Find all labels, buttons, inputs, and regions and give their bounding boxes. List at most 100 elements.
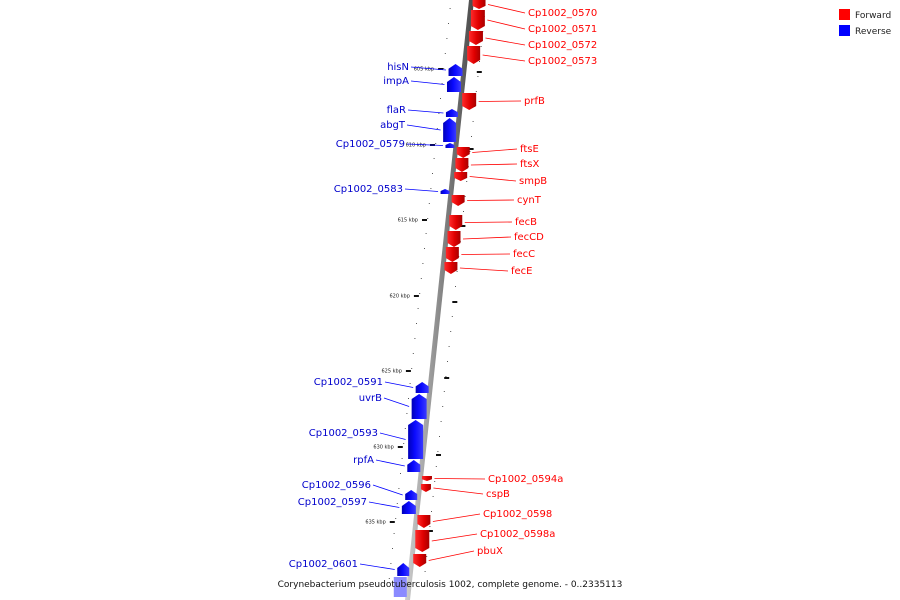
scale-dot (472, 121, 474, 122)
forward-gene-label[interactable]: prfB (524, 96, 545, 107)
scale-dot (437, 451, 439, 452)
forward-gene-label[interactable]: smpB (519, 176, 547, 187)
reverse-gene-connector (359, 563, 395, 570)
forward-gene-ftsE[interactable] (456, 147, 470, 158)
forward-gene-label[interactable]: Cp1002_0594a (488, 474, 563, 485)
forward-gene-label[interactable]: Cp1002_0571 (528, 24, 597, 35)
reverse-gene-connector (410, 80, 445, 85)
forward-gene-connector (487, 19, 526, 30)
forward-gene-fecCD[interactable] (447, 231, 461, 247)
reverse-gene-rpfA[interactable] (407, 460, 421, 472)
forward-gene-label[interactable]: cspB (486, 489, 510, 500)
tick-mark (436, 454, 441, 456)
scale-dot (466, 181, 468, 182)
forward-gene-label[interactable]: Cp1002_0598a (480, 529, 555, 540)
reverse-gene-flaR[interactable] (445, 109, 458, 117)
forward-gene-connector (467, 199, 515, 201)
forward-gene-Cp1002_0571[interactable] (470, 10, 485, 30)
reverse-gene-connector (406, 143, 443, 146)
forward-gene-label[interactable]: cynT (517, 195, 542, 206)
tick-label: 610 kbp (406, 143, 426, 149)
forward-gene-smpB[interactable] (454, 172, 468, 181)
reverse-gene-Cp1002_0583[interactable] (440, 189, 450, 194)
reverse-gene-label[interactable]: rpfA (353, 455, 374, 466)
forward-gene-label[interactable]: Cp1002_0573 (528, 56, 597, 67)
reverse-gene-label[interactable]: Cp1002_0593 (309, 428, 378, 439)
scale-dot (444, 53, 446, 54)
forward-gene-Cp1002_0570[interactable] (472, 0, 486, 9)
forward-gene-label[interactable]: fecB (515, 217, 537, 228)
reverse-gene-Cp1002_0579[interactable] (445, 143, 455, 148)
forward-gene-label[interactable]: ftsE (520, 144, 539, 155)
reverse-gene-hisN[interactable] (448, 64, 463, 76)
gene-features (393, 0, 486, 597)
forward-gene-connector (459, 267, 509, 272)
scale-dot (420, 278, 422, 279)
genome-title: Corynebacterium pseudotuberculosis 1002,… (278, 580, 623, 590)
forward-gene-Cp1002_0598a[interactable] (415, 530, 430, 552)
forward-gene-label[interactable]: Cp1002_0572 (528, 40, 597, 51)
reverse-gene-Cp1002_0597[interactable] (401, 501, 416, 514)
scale-dot (395, 518, 397, 519)
forward-gene-cynT[interactable] (451, 195, 465, 206)
reverse-gene-label[interactable]: flaR (387, 105, 406, 116)
forward-gene-Cp1002_0594a[interactable] (421, 476, 432, 481)
reverse-gene-abgT[interactable] (443, 118, 457, 142)
scale-dot (471, 136, 472, 137)
forward-gene-fecC[interactable] (445, 247, 459, 262)
tick-mark (460, 225, 466, 227)
forward-gene-cspB[interactable] (420, 484, 431, 492)
reverse-gene-Cp1002_0591[interactable] (415, 382, 429, 393)
reverse-gene-uvrB[interactable] (411, 394, 427, 419)
scale-dot (435, 466, 437, 467)
tick-mark (427, 530, 433, 532)
forward-gene-Cp1002_0598[interactable] (417, 515, 431, 528)
reverse-gene-Cp1002_0601[interactable] (397, 563, 410, 576)
scale-dot (469, 151, 471, 152)
forward-gene-label[interactable]: Cp1002_0570 (528, 8, 597, 19)
tick-label: 625 kbp (382, 369, 402, 375)
scale-dot (412, 353, 414, 354)
reverse-gene-label[interactable]: uvrB (359, 393, 382, 404)
reverse-gene-impA[interactable] (446, 77, 461, 92)
forward-gene-Cp1002_0573[interactable] (467, 46, 481, 64)
scale-dot (400, 473, 401, 474)
reverse-gene-label[interactable]: impA (383, 76, 409, 87)
reverse-gene-label[interactable]: Cp1002_0579 (336, 139, 405, 150)
forward-gene-ftsX[interactable] (455, 158, 469, 172)
tick-label: 630 kbp (373, 445, 393, 451)
forward-gene-fecB[interactable] (449, 215, 463, 230)
forward-gene-label[interactable]: pbuX (477, 546, 503, 557)
reverse-gene-label[interactable]: Cp1002_0591 (314, 377, 383, 388)
reverse-gene-connector (384, 381, 414, 388)
forward-gene-label[interactable]: fecCD (514, 232, 544, 243)
forward-gene-connector (464, 221, 513, 223)
forward-gene-fecE[interactable] (444, 262, 458, 274)
forward-gene-label[interactable]: ftsX (520, 159, 539, 170)
forward-gene-prfB[interactable] (462, 93, 477, 110)
forward-gene-label[interactable]: Cp1002_0598 (483, 509, 552, 520)
forward-gene-Cp1002_0572[interactable] (468, 31, 483, 45)
reverse-gene-label[interactable]: Cp1002_0597 (298, 497, 367, 508)
reverse-gene-Cp1002_0593[interactable] (408, 420, 424, 459)
forward-gene-pbuX[interactable] (413, 554, 427, 567)
tick-mark (444, 377, 450, 379)
reverse-gene-label[interactable]: abgT (380, 120, 406, 131)
forward-gene-label[interactable]: fecC (513, 249, 535, 260)
reverse-gene-Cp1002_0596[interactable] (405, 490, 418, 500)
forward-gene-connector (432, 513, 481, 522)
reverse-gene-connector (368, 501, 400, 508)
scale-dot (440, 98, 441, 99)
reverse-gene-connector (410, 66, 447, 71)
reverse-gene-label[interactable]: hisN (387, 62, 409, 73)
scale-dot (425, 233, 427, 234)
reverse-gene-connector (383, 397, 410, 407)
forward-gene-label[interactable]: fecE (511, 266, 533, 277)
forward-gene-connector (431, 533, 478, 542)
scale-dot (396, 503, 398, 504)
scale-dot (445, 376, 447, 377)
scale-dot (416, 323, 417, 324)
reverse-gene-label[interactable]: Cp1002_0583 (334, 184, 403, 195)
reverse-gene-label[interactable]: Cp1002_0601 (289, 559, 358, 570)
reverse-gene-label[interactable]: Cp1002_0596 (302, 480, 371, 491)
